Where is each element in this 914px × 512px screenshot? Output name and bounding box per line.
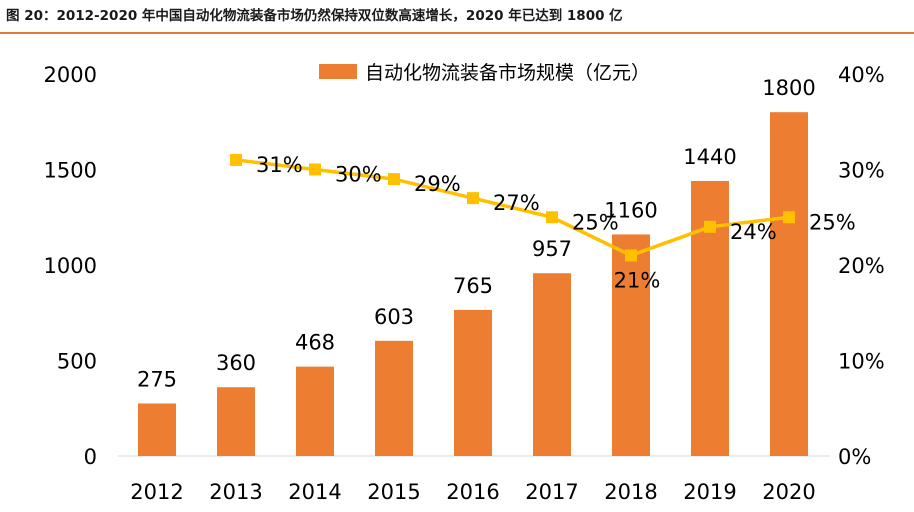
bar-data-label: 1800 — [762, 76, 815, 100]
line-data-label: 30% — [335, 163, 382, 187]
bar-data-label: 957 — [532, 237, 572, 261]
line-data-label: 31% — [256, 153, 303, 177]
y-right-tick-label: 10% — [838, 350, 885, 374]
title-rule — [0, 32, 914, 34]
line-marker — [625, 249, 637, 262]
y-right-tick-label: 20% — [838, 254, 885, 278]
bar — [454, 309, 492, 456]
line-marker — [546, 211, 558, 224]
growth-rate-line — [235, 158, 790, 258]
x-tick-label: 2014 — [288, 480, 341, 504]
line-marker — [230, 153, 242, 166]
bar-data-label: 603 — [374, 305, 414, 329]
line-data-label: 24% — [730, 220, 777, 244]
bar-data-label: 360 — [216, 351, 256, 375]
bar-data-label: 1160 — [604, 198, 657, 222]
bar-data-label: 468 — [295, 331, 335, 355]
legend-swatch — [319, 64, 357, 79]
x-tick-label: 2017 — [525, 480, 578, 504]
bar — [770, 112, 808, 456]
bar — [612, 234, 650, 456]
x-tick-label: 2016 — [446, 480, 499, 504]
y-left-tick-label: 500 — [57, 350, 97, 374]
line-data-label: 21% — [614, 268, 661, 292]
line-marker — [388, 173, 400, 186]
x-tick-label: 2015 — [367, 480, 420, 504]
line-data-label: 29% — [414, 172, 461, 196]
bar-data-label: 765 — [453, 274, 493, 298]
y-left-tick-label: 0 — [84, 445, 97, 469]
bar — [138, 403, 176, 456]
line-marker — [467, 192, 479, 205]
line-data-label: 27% — [493, 191, 540, 215]
bar — [217, 387, 255, 456]
line-marker — [704, 220, 716, 233]
x-tick-label: 2020 — [762, 480, 815, 504]
y-left-tick-label: 1000 — [44, 254, 97, 278]
y-right-tick-label: 40% — [838, 63, 885, 87]
bar-data-label: 1440 — [683, 145, 736, 169]
line-marker — [783, 211, 795, 224]
bar-data-label: 275 — [137, 367, 177, 391]
legend-label: 自动化物流装备市场规模（亿元） — [365, 62, 650, 84]
y-right-tick-label: 0% — [838, 445, 871, 469]
x-tick-label: 2018 — [604, 480, 657, 504]
line-data-label: 25% — [572, 210, 619, 234]
bar — [296, 366, 334, 456]
y-left-tick-label: 1500 — [44, 159, 97, 183]
x-tick-label: 2013 — [209, 480, 262, 504]
y-right-tick-label: 30% — [838, 159, 885, 183]
y-left-tick-label: 2000 — [44, 63, 97, 87]
x-tick-label: 2012 — [130, 480, 183, 504]
bar — [375, 340, 413, 456]
line-data-label: 25% — [809, 210, 856, 234]
bar — [533, 273, 571, 456]
line-marker — [309, 163, 321, 176]
figure-title: 图 20：2012-2020 年中国自动化物流装备市场仍然保持双位数高速增长，2… — [6, 8, 623, 24]
x-tick-label: 2019 — [683, 480, 736, 504]
